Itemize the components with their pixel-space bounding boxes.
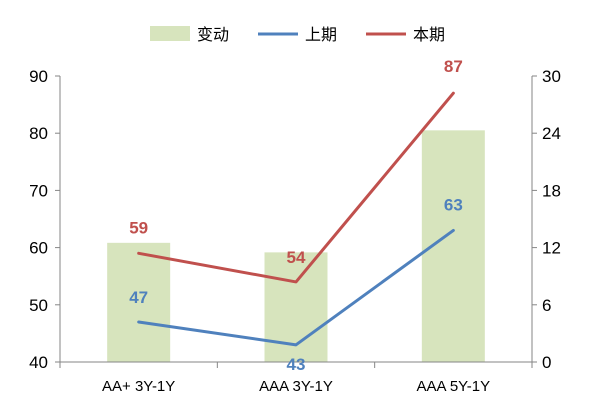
data-label: 54 [287, 248, 306, 267]
bar-series-group [107, 130, 485, 362]
right-tick-label: 24 [542, 124, 561, 143]
legend: 变动 上期 本期 [150, 25, 445, 44]
axes-group: 40 50 60 70 80 90 0 6 12 18 24 30 AA+ 3Y-1Y AAA 3Y-1Y… [29, 67, 561, 395]
right-tick-label: 12 [542, 239, 561, 258]
x-category-label: AA+ 3Y-1Y [102, 378, 175, 395]
line-series-previous [137, 228, 455, 347]
right-tick-label: 6 [542, 296, 551, 315]
left-tick-label: 40 [29, 353, 48, 372]
left-tick-label: 50 [29, 296, 48, 315]
left-tick-label: 70 [29, 181, 48, 200]
legend-label: 本期 [413, 25, 445, 44]
legend-label: 变动 [197, 25, 229, 44]
data-label: 87 [444, 57, 463, 76]
data-label: 47 [129, 288, 148, 307]
line-series-group [137, 91, 455, 347]
line-series-current [137, 91, 455, 284]
legend-label: 上期 [305, 25, 337, 44]
data-label: 43 [287, 355, 306, 374]
bar-aa-3y-1y [107, 242, 171, 362]
right-tick-label: 18 [542, 181, 561, 200]
right-tick-label: 30 [542, 67, 561, 86]
legend-swatch-bar [150, 26, 190, 41]
x-category-label: AAA 3Y-1Y [259, 378, 333, 395]
x-category-label: AAA 5Y-1Y [416, 378, 490, 395]
data-label: 59 [129, 218, 148, 237]
data-label: 63 [444, 195, 463, 214]
data-labels-group: 47 43 63 59 54 87 [129, 57, 463, 374]
left-tick-label: 60 [29, 239, 48, 258]
left-tick-label: 90 [29, 67, 48, 86]
left-tick-label: 80 [29, 124, 48, 143]
right-tick-label: 0 [542, 353, 551, 372]
